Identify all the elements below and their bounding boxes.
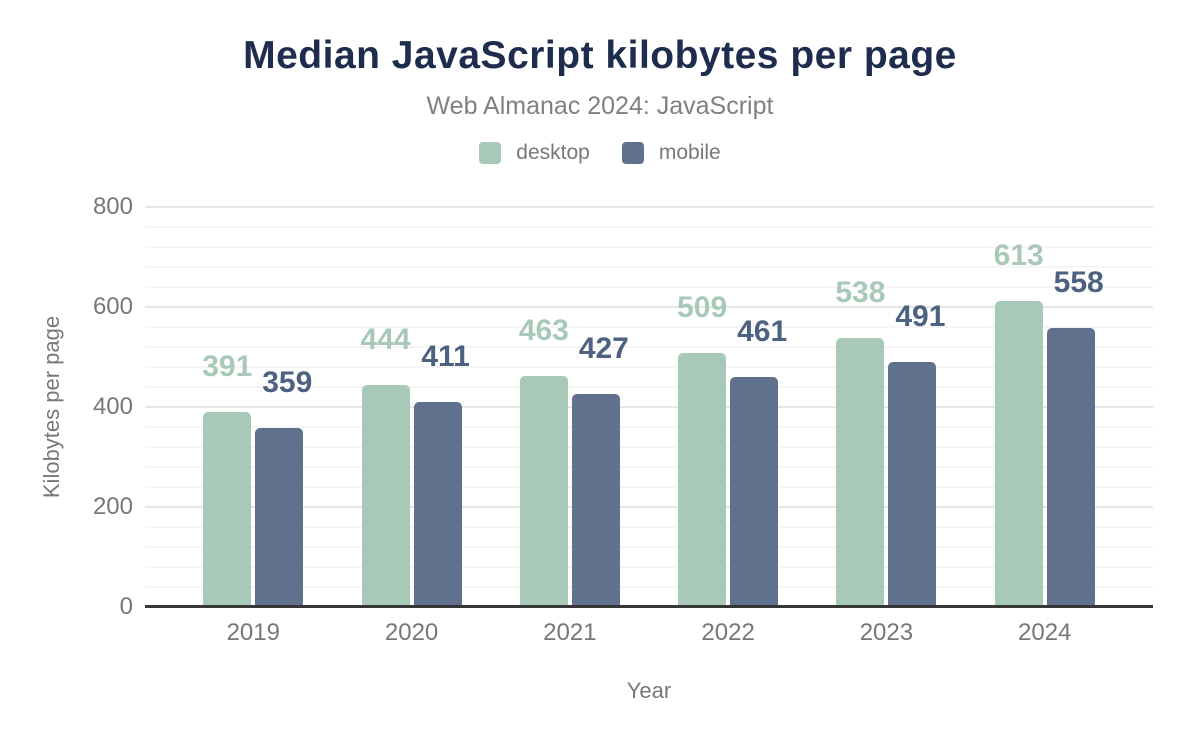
value-label-desktop-2020: 444	[360, 323, 411, 356]
bar-pair-2020: 444 411	[361, 325, 470, 607]
minor-gridline	[145, 386, 1153, 388]
major-gridline	[145, 406, 1153, 408]
minor-gridline	[145, 286, 1153, 288]
minor-gridline	[145, 366, 1153, 368]
minor-gridline	[145, 546, 1153, 548]
minor-gridline	[145, 446, 1153, 448]
x-tick-label-2021: 2021	[543, 619, 597, 646]
bar-desktop-2024: 613	[994, 240, 1044, 607]
y-tick-label-0: 0	[119, 593, 133, 620]
bar-pair-2024: 613 558	[994, 240, 1104, 607]
minor-gridline	[145, 266, 1153, 268]
value-label-mobile-2019: 359	[262, 365, 313, 399]
value-label-desktop-2024: 613	[993, 238, 1044, 272]
desktop-legend-swatch-icon	[479, 142, 502, 164]
bar-group-2024: 613 558 2024	[994, 240, 1104, 646]
bar-desktop-2019: 391	[202, 351, 252, 607]
minor-gridline	[145, 226, 1153, 228]
y-tick-label-800: 800	[92, 193, 133, 220]
value-label-desktop-2021: 463	[518, 313, 569, 347]
major-gridline	[145, 206, 1153, 208]
bar-desktop-2021: 463	[519, 315, 569, 607]
bar-mobile-2023: 491	[888, 301, 945, 607]
bar-group-2020: 444 411 2020	[361, 325, 470, 647]
x-axis-line	[145, 605, 1153, 608]
bar-group-2023: 538 491 2023	[835, 278, 945, 647]
minor-gridline	[145, 486, 1153, 488]
x-tick-label-2023: 2023	[859, 619, 914, 646]
value-label-mobile-2024: 558	[1053, 266, 1104, 299]
value-label-mobile-2023: 491	[895, 299, 946, 333]
major-gridline	[145, 506, 1153, 508]
x-tick-label-2022: 2022	[701, 619, 755, 646]
chart-subtitle: Web Almanac 2024: JavaScript	[426, 92, 774, 120]
bar-desktop-2022: 509	[677, 292, 727, 607]
y-tick-label-200: 200	[92, 493, 133, 520]
bar-groups: 391 359 2019 444 411 2020 463 427 2021 509 461 2022…	[145, 207, 1153, 647]
legend-item-mobile: mobile	[621, 141, 721, 165]
x-tick-label-2020: 2020	[384, 619, 439, 646]
legend-label-desktop: desktop	[516, 141, 590, 164]
value-label-desktop-2023: 538	[835, 276, 886, 309]
value-label-mobile-2022: 461	[737, 314, 788, 348]
bar-mobile-2021: 427	[571, 333, 629, 607]
bar-pair-2023: 538 491	[835, 278, 945, 607]
minor-gridline	[145, 246, 1153, 248]
minor-gridline	[145, 586, 1153, 588]
plot-area: 391 359 2019 444 411 2020 463 427 2021 509 461 2022…	[145, 206, 1153, 647]
x-tick-label-2024: 2024	[1017, 619, 1072, 646]
value-label-desktop-2022: 509	[677, 290, 728, 324]
value-label-desktop-2019: 391	[202, 349, 253, 383]
legend: desktop mobile	[0, 141, 1200, 165]
bar-group-2021: 463 427 2021	[519, 315, 629, 646]
bar-mobile-2022: 461	[730, 316, 787, 607]
bar-group-2022: 509 461 2022	[677, 292, 787, 646]
minor-gridline	[145, 526, 1153, 528]
mobile-legend-swatch-icon	[621, 142, 644, 164]
bar-pair-2019: 391 359	[202, 351, 312, 607]
x-tick-label-2019: 2019	[226, 619, 280, 646]
chart-title: Median JavaScript kilobytes per page	[243, 34, 957, 77]
major-gridline	[145, 306, 1153, 308]
legend-item-desktop: desktop	[479, 141, 590, 165]
minor-gridline	[145, 466, 1153, 468]
bar-mobile-2019: 359	[255, 367, 312, 607]
bar-group-2019: 391 359 2019	[202, 351, 312, 646]
bar-desktop-2020: 444	[361, 325, 411, 607]
value-label-mobile-2020: 411	[421, 339, 470, 373]
bar-mobile-2020: 411	[413, 341, 470, 607]
y-axis-ticks: 0 200 400 600 800	[0, 195, 133, 619]
value-label-mobile-2021: 427	[578, 331, 629, 365]
minor-gridline	[145, 566, 1153, 568]
bar-desktop-2023: 538	[835, 278, 885, 607]
minor-gridline	[145, 346, 1153, 348]
bar-mobile-2024: 558	[1046, 268, 1104, 607]
bar-pair-2021: 463 427	[519, 315, 629, 607]
minor-gridline	[145, 426, 1153, 428]
minor-gridline	[145, 326, 1153, 328]
y-tick-label-400: 400	[92, 393, 133, 420]
y-tick-label-600: 600	[92, 293, 133, 320]
x-axis-title: Year	[626, 678, 672, 703]
bar-pair-2022: 509 461	[677, 292, 787, 607]
legend-label-mobile: mobile	[658, 141, 721, 164]
